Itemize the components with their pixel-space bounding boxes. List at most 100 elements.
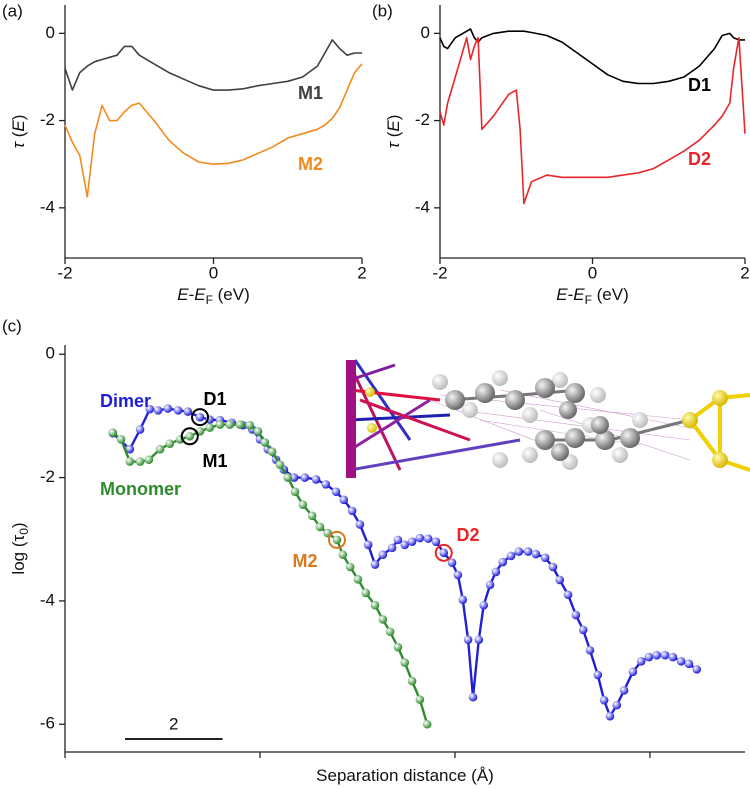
data-point <box>135 425 145 434</box>
y-axis-label-part: E <box>9 120 28 132</box>
data-point <box>205 423 215 432</box>
y-axis-label-part: τ <box>384 140 403 148</box>
data-point <box>361 588 371 598</box>
data-point <box>145 404 155 414</box>
data-point <box>183 407 193 416</box>
data-point <box>563 590 573 600</box>
y-tick-label: -4 <box>40 590 55 609</box>
data-point <box>298 500 308 510</box>
x-axis-label-part: E <box>556 285 568 304</box>
data-point <box>605 711 615 721</box>
annotation: D2 <box>456 525 479 545</box>
data-point <box>155 444 165 454</box>
data-point <box>506 551 516 561</box>
panel-label: (a) <box>2 1 23 20</box>
series-line <box>64 63 363 198</box>
data-point <box>311 475 321 484</box>
data-point <box>289 473 299 482</box>
x-axis-label-part: Separation distance (Å) <box>316 766 494 785</box>
data-point <box>116 435 126 444</box>
x-tick-label: 0 <box>209 263 218 282</box>
data-point <box>385 627 395 637</box>
series-line <box>112 423 429 725</box>
panel-label: (c) <box>2 316 22 335</box>
data-point <box>290 487 300 497</box>
data-point <box>415 695 425 704</box>
scale-bar-label: 2 <box>169 714 178 733</box>
data-point <box>485 580 495 590</box>
data-point <box>555 575 565 585</box>
data-point <box>347 506 357 516</box>
data-point <box>415 533 425 543</box>
data-point <box>370 600 380 610</box>
data-point <box>593 670 603 680</box>
data-point <box>407 537 417 547</box>
data-point <box>363 540 373 550</box>
x-axis-label-part: E <box>177 285 189 304</box>
data-point <box>458 595 468 604</box>
y-axis-label-part: ( <box>384 131 403 142</box>
x-tick-label: 0 <box>588 263 597 282</box>
data-point <box>195 412 205 422</box>
data-point <box>144 455 154 465</box>
y-axis-label-part: log (τ <box>9 535 28 575</box>
data-point <box>599 695 609 705</box>
data-point <box>619 686 629 695</box>
highlight-ring <box>328 530 346 549</box>
data-point <box>652 650 662 660</box>
data-point <box>644 652 654 662</box>
data-point <box>684 659 694 669</box>
series-label: Dimer <box>100 391 151 411</box>
x-tick-label: -2 <box>57 263 72 282</box>
x-axis-label-part: (eV) <box>213 285 250 304</box>
data-point <box>125 444 135 454</box>
data-point <box>612 700 622 710</box>
data-point <box>692 665 702 674</box>
data-point <box>439 548 449 558</box>
data-point <box>332 535 342 545</box>
molecule-inset <box>346 359 750 478</box>
x-axis-label-part: - <box>189 285 195 304</box>
panel-label: (b) <box>372 1 393 20</box>
data-point <box>283 473 293 482</box>
y-tick-label: -4 <box>40 197 55 216</box>
data-point <box>636 657 646 666</box>
y-axis-label: τ (E) <box>384 115 403 149</box>
data-point <box>355 520 365 529</box>
series-label: M2 <box>298 154 323 174</box>
x-tick-label: -2 <box>432 263 447 282</box>
x-axis-label-part: - <box>568 285 574 304</box>
y-tick-label: -2 <box>40 467 55 486</box>
data-point <box>165 439 175 448</box>
data-point <box>628 667 638 677</box>
annotation: M2 <box>292 551 317 571</box>
x-tick-label: 2 <box>740 263 749 282</box>
series-label: Monomer <box>100 479 181 499</box>
data-point <box>523 547 533 556</box>
y-axis-label-part: τ <box>9 140 28 148</box>
data-point <box>479 600 489 610</box>
data-point <box>468 692 478 702</box>
data-point <box>423 534 433 543</box>
data-point <box>125 457 135 466</box>
data-point <box>331 487 341 497</box>
data-point <box>321 480 331 489</box>
data-point <box>300 473 310 482</box>
data-point <box>378 550 388 559</box>
series-line <box>111 407 698 718</box>
y-axis-label: τ (E) <box>9 115 28 149</box>
data-point <box>660 650 670 660</box>
y-axis-label-part: ) <box>9 115 28 121</box>
data-point <box>235 420 245 429</box>
data-point <box>578 625 588 635</box>
y-axis-label-part: 0 <box>17 528 31 535</box>
data-point <box>338 550 348 559</box>
series-label: D1 <box>688 75 711 95</box>
data-point <box>393 642 403 652</box>
x-axis-label-part: E <box>194 285 206 304</box>
data-point <box>153 406 163 415</box>
y-axis-label-part: ) <box>384 115 403 121</box>
data-point <box>400 540 410 550</box>
y-tick-label: 0 <box>46 344 55 363</box>
